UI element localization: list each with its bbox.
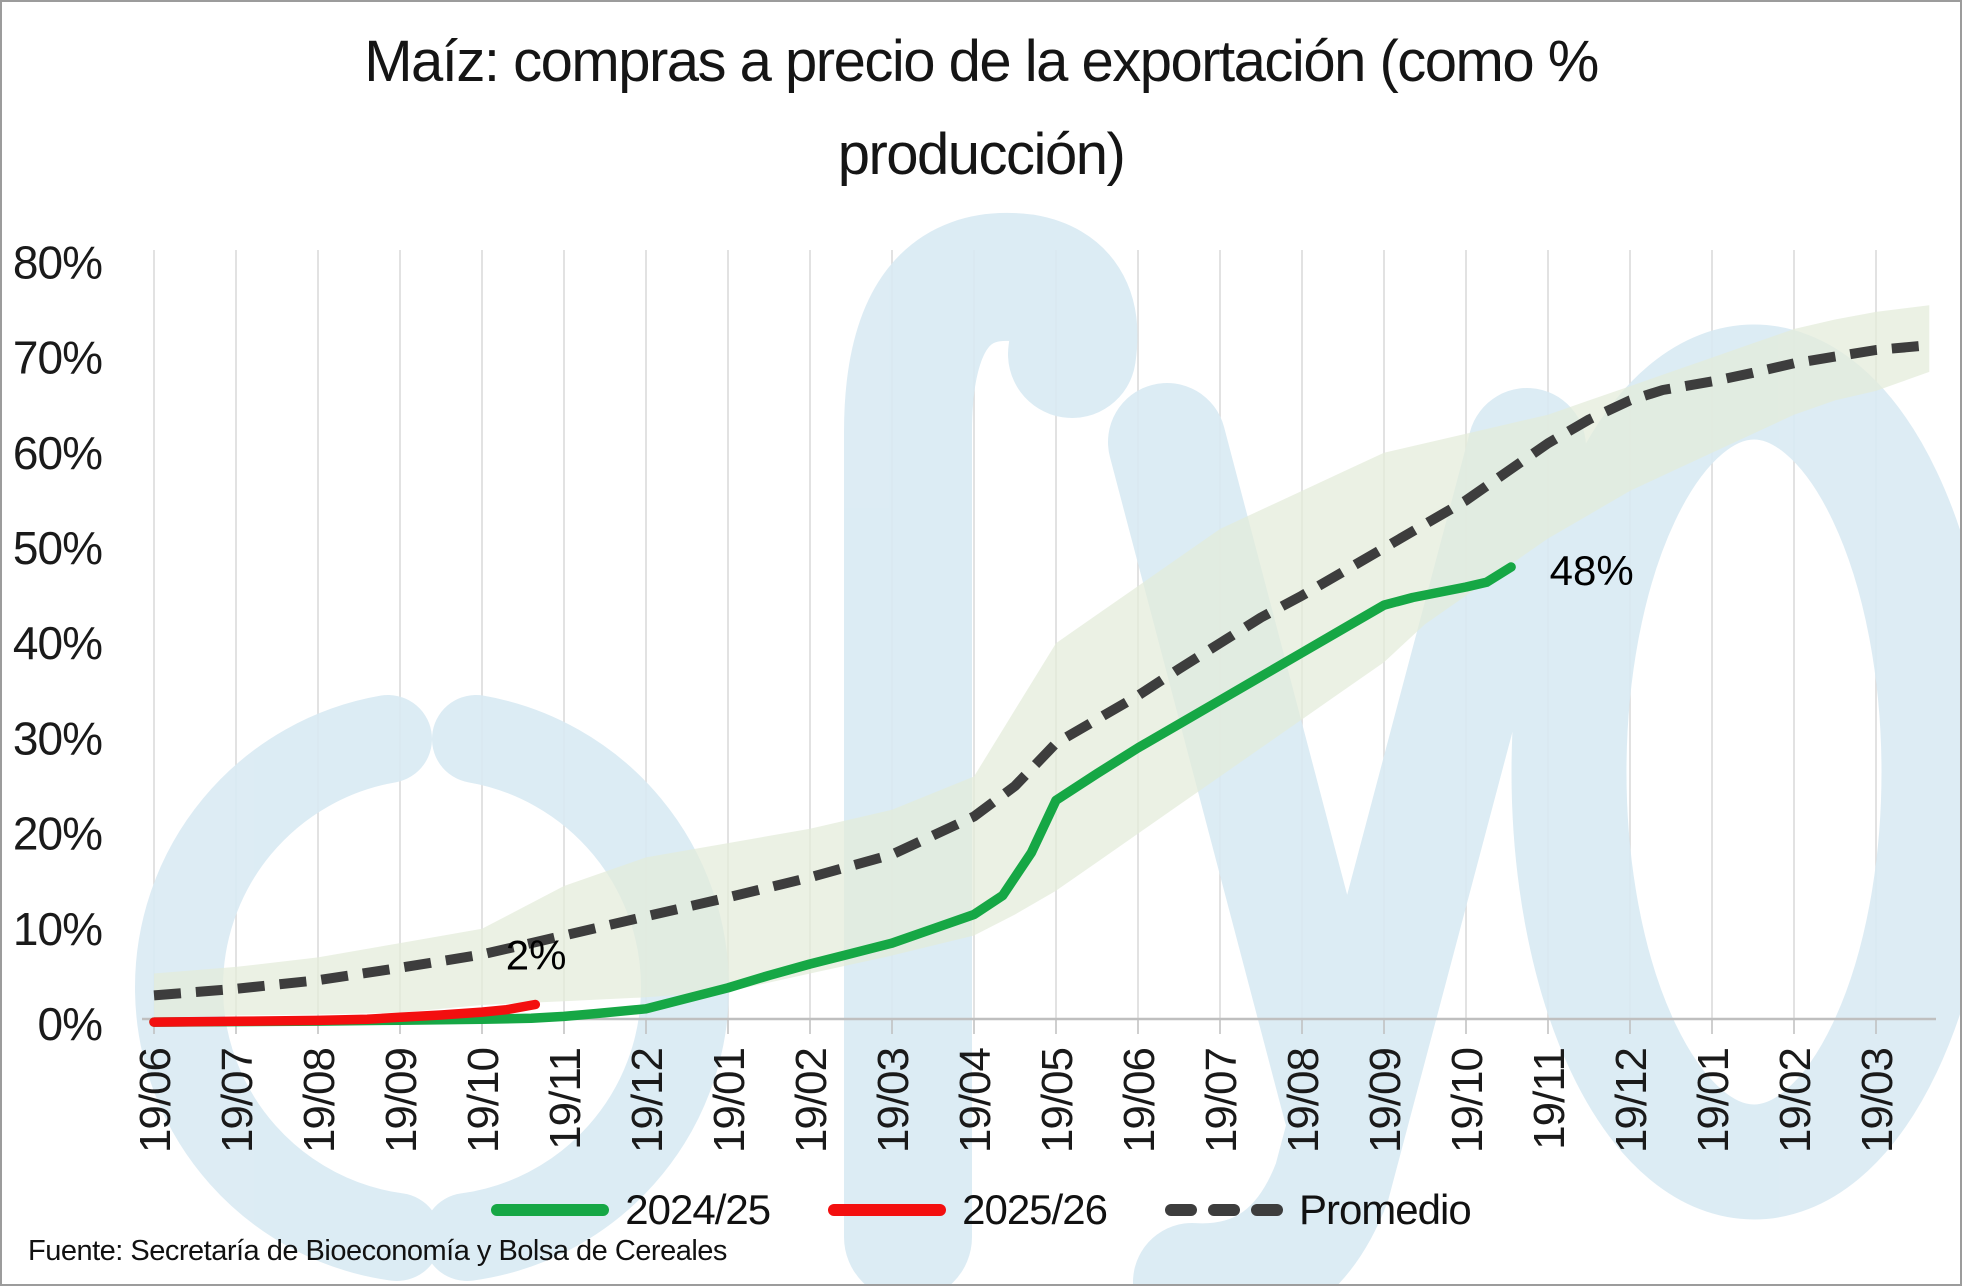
y-tick-label: 80% bbox=[13, 236, 102, 288]
source-note: Fuente: Secretaría de Bioeconomía y Bols… bbox=[28, 1235, 727, 1267]
series-promedio bbox=[153, 340, 1930, 1001]
legend-label-promedio: Promedio bbox=[1298, 1186, 1472, 1233]
series-2025-26 bbox=[149, 999, 541, 1027]
x-tick-label: 19/07 bbox=[213, 1048, 262, 1153]
legend-item-2024-25: 2024/25 bbox=[491, 1186, 771, 1234]
x-tick-label: 19/09 bbox=[377, 1048, 426, 1153]
x-tick-label: 19/10 bbox=[1443, 1048, 1492, 1153]
series-2024-25 bbox=[149, 562, 1516, 1027]
legend-item-2025-26: 2025/26 bbox=[828, 1186, 1108, 1234]
x-axis-labels: 19/06 19/07 19/08 19/09 19/10 19/11 19/12 19/01… bbox=[131, 1047, 1902, 1153]
x-tick-label: 19/11 bbox=[1525, 1048, 1574, 1150]
x-tick-label: 19/09 bbox=[1361, 1048, 1410, 1153]
x-tick-label: 19/12 bbox=[623, 1048, 672, 1153]
x-tick-label: 19/01 bbox=[1689, 1048, 1738, 1153]
chart-title: Maíz: compras a precio de la exportación… bbox=[364, 29, 1599, 187]
annotation-2-percent: 2% bbox=[506, 932, 567, 979]
x-tick-label: 19/06 bbox=[131, 1048, 180, 1153]
watermark-letter-f bbox=[844, 212, 1138, 1284]
legend-swatch-promedio bbox=[1164, 1204, 1283, 1216]
x-tick-label: 19/02 bbox=[1771, 1048, 1820, 1153]
y-axis-labels: 0% 10% 20% 30% 40% 50% 60% 70% 80% bbox=[13, 236, 103, 1050]
x-tick-label: 19/04 bbox=[951, 1047, 1000, 1153]
x-tick-label: 19/03 bbox=[869, 1048, 918, 1153]
y-tick-label: 0% bbox=[38, 998, 103, 1050]
x-tick-label: 19/01 bbox=[705, 1048, 754, 1153]
x-tick-label: 19/06 bbox=[1115, 1048, 1164, 1153]
y-tick-label: 50% bbox=[13, 522, 102, 574]
legend-swatch-2024-25 bbox=[491, 1204, 610, 1216]
y-tick-label: 20% bbox=[13, 808, 102, 860]
x-tick-label: 19/08 bbox=[1279, 1048, 1328, 1153]
annotation-48-percent: 48% bbox=[1550, 547, 1634, 594]
range-band bbox=[154, 305, 1930, 1018]
legend: 2024/25 2025/26 Promedio bbox=[2, 1186, 1960, 1234]
y-tick-label: 40% bbox=[13, 617, 102, 669]
y-tick-label: 70% bbox=[13, 332, 102, 384]
x-tick-label: 19/10 bbox=[459, 1048, 508, 1153]
x-tick-label: 19/05 bbox=[1033, 1048, 1082, 1153]
legend-swatch-2025-26 bbox=[828, 1204, 947, 1216]
x-tick-label: 19/03 bbox=[1853, 1048, 1902, 1153]
x-tick-label: 19/07 bbox=[1197, 1048, 1246, 1153]
x-tick-label: 19/02 bbox=[787, 1048, 836, 1153]
y-tick-label: 60% bbox=[13, 427, 102, 479]
legend-label-2024-25: 2024/25 bbox=[625, 1186, 771, 1233]
watermark-letter-o bbox=[1511, 324, 1960, 1220]
y-tick-label: 30% bbox=[13, 712, 102, 764]
x-tick-label: 19/08 bbox=[295, 1048, 344, 1153]
legend-item-promedio: Promedio bbox=[1164, 1186, 1472, 1234]
y-tick-label: 10% bbox=[13, 903, 102, 955]
watermark-logo bbox=[135, 212, 1960, 1284]
x-tick-label: 19/11 bbox=[541, 1048, 590, 1150]
legend-label-2025-26: 2025/26 bbox=[962, 1186, 1108, 1233]
x-tick-label: 19/12 bbox=[1607, 1048, 1656, 1153]
